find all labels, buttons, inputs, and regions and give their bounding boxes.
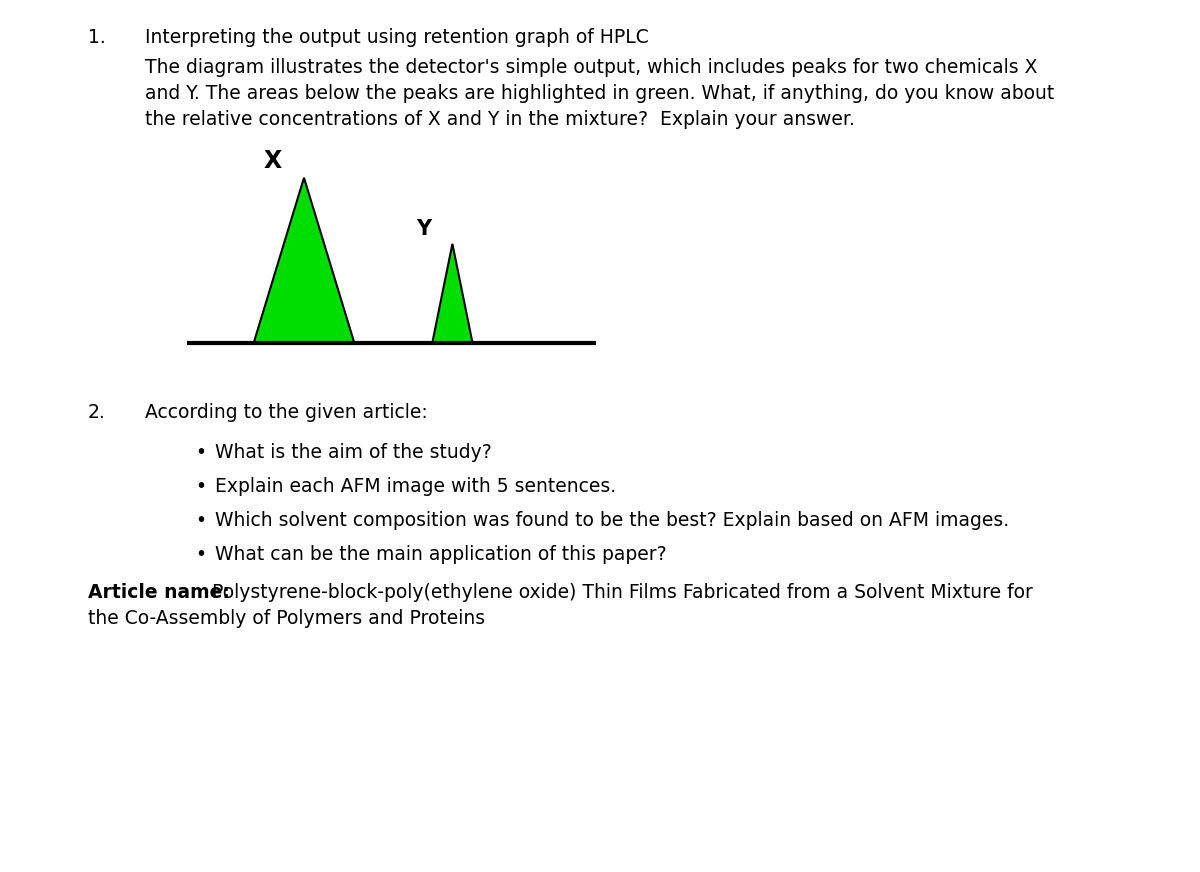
Polygon shape — [253, 178, 354, 343]
Text: The diagram illustrates the detector's simple output, which includes peaks for t: The diagram illustrates the detector's s… — [145, 58, 1038, 77]
Text: Polystyrene-block-poly(ethylene oxide) Thin Films Fabricated from a Solvent Mixt: Polystyrene-block-poly(ethylene oxide) T… — [206, 583, 1033, 602]
Text: 2.: 2. — [88, 403, 106, 422]
Text: •: • — [194, 511, 206, 530]
Text: and Y. The areas below the peaks are highlighted in green. What, if anything, do: and Y. The areas below the peaks are hig… — [145, 84, 1055, 103]
Text: •: • — [194, 477, 206, 496]
Text: Which solvent composition was found to be the best? Explain based on AFM images.: Which solvent composition was found to b… — [215, 511, 1009, 530]
Text: the Co-Assembly of Polymers and Proteins: the Co-Assembly of Polymers and Proteins — [88, 609, 485, 628]
Text: Article name:: Article name: — [88, 583, 230, 602]
Text: •: • — [194, 443, 206, 462]
Text: X: X — [263, 149, 281, 173]
Polygon shape — [432, 244, 473, 343]
Text: According to the given article:: According to the given article: — [145, 403, 427, 422]
Text: What can be the main application of this paper?: What can be the main application of this… — [215, 545, 667, 564]
Text: •: • — [194, 545, 206, 564]
Text: Explain each AFM image with 5 sentences.: Explain each AFM image with 5 sentences. — [215, 477, 616, 496]
Text: Y: Y — [415, 219, 431, 239]
Text: What is the aim of the study?: What is the aim of the study? — [215, 443, 492, 462]
Text: the relative concentrations of X and Y in the mixture?  Explain your answer.: the relative concentrations of X and Y i… — [145, 110, 854, 129]
Text: Interpreting the output using retention graph of HPLC: Interpreting the output using retention … — [145, 28, 649, 47]
Text: 1.: 1. — [88, 28, 106, 47]
